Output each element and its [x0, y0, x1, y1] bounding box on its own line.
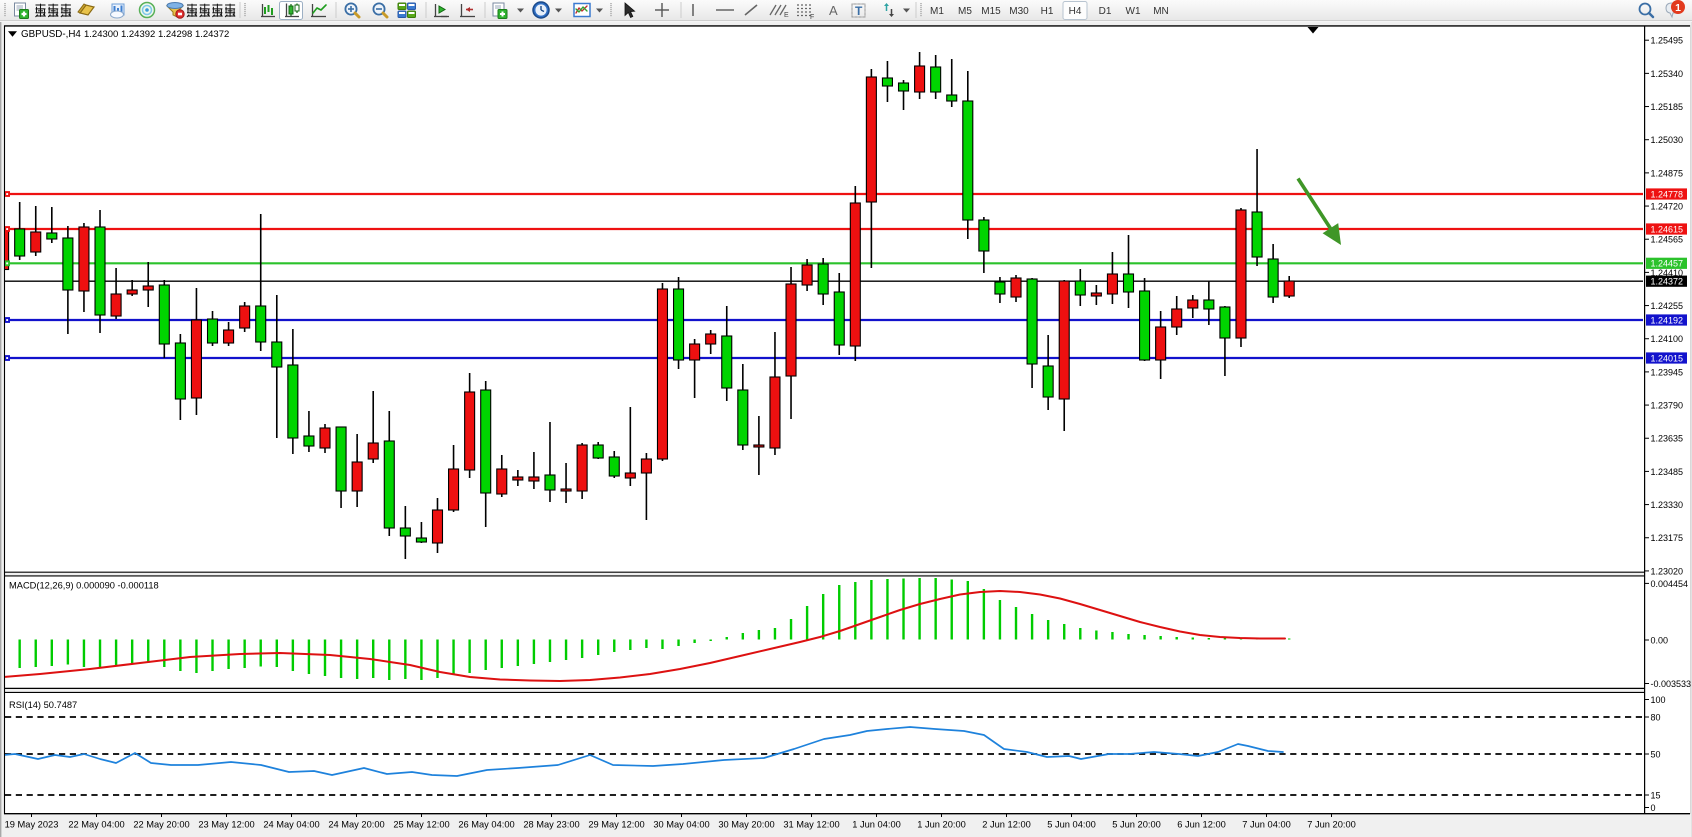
svg-text:5 Jun 04:00: 5 Jun 04:00: [1047, 820, 1096, 830]
svg-text:1.25495: 1.25495: [1651, 36, 1684, 46]
svg-text:MACD(12,26,9) 0.000090 -0.0001: MACD(12,26,9) 0.000090 -0.000118: [9, 580, 159, 590]
svg-text:W1: W1: [1126, 6, 1141, 17]
svg-text:31 May 12:00: 31 May 12:00: [783, 820, 839, 830]
svg-text:1.24255: 1.24255: [1651, 301, 1684, 311]
svg-text:A: A: [829, 3, 838, 18]
svg-text:22 May 04:00: 22 May 04:00: [68, 820, 124, 830]
svg-text:25 May 12:00: 25 May 12:00: [393, 820, 449, 830]
svg-text:24 May 20:00: 24 May 20:00: [328, 820, 384, 830]
svg-text:7 Jun 20:00: 7 Jun 20:00: [1307, 820, 1356, 830]
svg-text:1.24457: 1.24457: [1651, 259, 1684, 269]
svg-text:5 Jun 20:00: 5 Jun 20:00: [1112, 820, 1161, 830]
svg-text:1.23175: 1.23175: [1651, 533, 1684, 543]
svg-text:1.25185: 1.25185: [1651, 102, 1684, 112]
svg-text:22 May 20:00: 22 May 20:00: [133, 820, 189, 830]
svg-text:H4: H4: [1069, 6, 1082, 17]
svg-text:1.24875: 1.24875: [1651, 168, 1684, 178]
svg-text:M15: M15: [981, 6, 1001, 17]
svg-text:1.23635: 1.23635: [1651, 434, 1684, 444]
svg-text:1.24015: 1.24015: [1651, 353, 1684, 363]
svg-text:M5: M5: [958, 6, 972, 17]
svg-text:23 May 12:00: 23 May 12:00: [198, 820, 254, 830]
svg-text:1.24300 1.24392 1.24298 1.2437: 1.24300 1.24392 1.24298 1.24372: [84, 29, 229, 40]
svg-text:1.24372: 1.24372: [1651, 277, 1684, 287]
svg-text:T: T: [855, 4, 863, 18]
svg-text:1.24410: 1.24410: [1651, 268, 1684, 278]
svg-text:-0.003533: -0.003533: [1651, 679, 1692, 689]
svg-text:RSI(14) 50.7487: RSI(14) 50.7487: [9, 700, 77, 710]
svg-text:19 May 2023: 19 May 2023: [5, 820, 59, 830]
svg-text:7 Jun 04:00: 7 Jun 04:00: [1242, 820, 1291, 830]
svg-text:1.24778: 1.24778: [1651, 189, 1684, 199]
svg-text:E: E: [784, 12, 789, 19]
svg-text:1.23485: 1.23485: [1651, 467, 1684, 477]
svg-text:29 May 12:00: 29 May 12:00: [588, 820, 644, 830]
svg-text:24 May 04:00: 24 May 04:00: [263, 820, 319, 830]
svg-text:26 May 04:00: 26 May 04:00: [458, 820, 514, 830]
svg-text:100: 100: [1651, 695, 1666, 705]
svg-text:MN: MN: [1153, 6, 1169, 17]
svg-text:1: 1: [1675, 2, 1681, 14]
svg-text:1.23790: 1.23790: [1651, 400, 1684, 410]
svg-text:GBPUSD-,H4: GBPUSD-,H4: [21, 29, 81, 40]
svg-text:30 May 04:00: 30 May 04:00: [653, 820, 709, 830]
svg-text:M30: M30: [1009, 6, 1029, 17]
svg-text:1 Jun 04:00: 1 Jun 04:00: [852, 820, 901, 830]
svg-text:1.24615: 1.24615: [1651, 224, 1684, 234]
svg-text:80: 80: [1651, 712, 1661, 722]
svg-text:1.24720: 1.24720: [1651, 201, 1684, 211]
svg-text:28 May 23:00: 28 May 23:00: [523, 820, 579, 830]
svg-text:15: 15: [1651, 790, 1661, 800]
svg-text:6 Jun 12:00: 6 Jun 12:00: [1177, 820, 1226, 830]
svg-text:0.004454: 0.004454: [1651, 579, 1689, 589]
svg-text:0: 0: [1651, 803, 1656, 813]
svg-text:2 Jun 12:00: 2 Jun 12:00: [982, 820, 1031, 830]
svg-text:0.00: 0.00: [1651, 635, 1669, 645]
svg-text:1 Jun 20:00: 1 Jun 20:00: [917, 820, 966, 830]
svg-text:M1: M1: [930, 6, 944, 17]
svg-text:1.24192: 1.24192: [1651, 315, 1684, 325]
svg-text:H1: H1: [1041, 6, 1054, 17]
svg-text:D1: D1: [1099, 6, 1112, 17]
svg-text:1.25030: 1.25030: [1651, 135, 1684, 145]
svg-text:50: 50: [1651, 749, 1661, 759]
svg-text:F: F: [810, 14, 814, 21]
svg-text:30 May 20:00: 30 May 20:00: [718, 820, 774, 830]
svg-text:1.24100: 1.24100: [1651, 334, 1684, 344]
svg-text:1.23330: 1.23330: [1651, 500, 1684, 510]
svg-text:1.25340: 1.25340: [1651, 69, 1684, 79]
svg-text:1.23945: 1.23945: [1651, 367, 1684, 377]
svg-text:1.24565: 1.24565: [1651, 235, 1684, 245]
svg-text:1.23020: 1.23020: [1651, 566, 1684, 576]
